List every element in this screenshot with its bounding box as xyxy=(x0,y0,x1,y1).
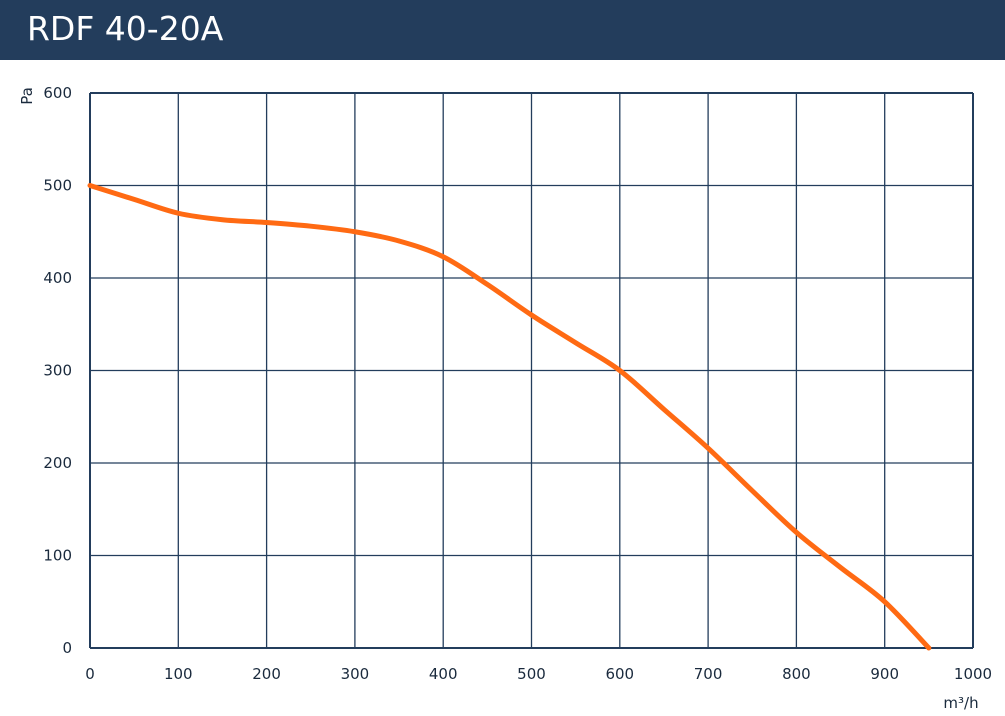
x-tick-label-0: 0 xyxy=(85,665,95,683)
y-tick-label-100: 100 xyxy=(43,547,72,565)
x-tick-label-900: 900 xyxy=(870,665,899,683)
x-axis-label: m³/h xyxy=(943,694,978,712)
x-tick-label-700: 700 xyxy=(694,665,723,683)
x-tick-label-300: 300 xyxy=(341,665,370,683)
x-tick-label-100: 100 xyxy=(164,665,193,683)
x-tick-label-500: 500 xyxy=(517,665,546,683)
chart-title: RDF 40-20A xyxy=(27,9,224,48)
series-group xyxy=(87,183,932,651)
x-tick-label-200: 200 xyxy=(252,665,281,683)
x-axis-ticks: 0 100 200 300 400 500 600 700 800 900 1000 xyxy=(85,665,992,683)
y-tick-label-600: 600 xyxy=(43,84,72,102)
y-axis-label: Pa xyxy=(18,87,36,105)
x-tick-label-1000: 1000 xyxy=(954,665,992,683)
y-tick-label-300: 300 xyxy=(43,362,72,380)
x-tick-label-400: 400 xyxy=(429,665,458,683)
chart-header-bar: RDF 40-20A xyxy=(0,0,1005,60)
y-tick-label-400: 400 xyxy=(43,269,72,287)
x-tick-label-800: 800 xyxy=(782,665,811,683)
x-tick-label-600: 600 xyxy=(605,665,634,683)
y-tick-label-500: 500 xyxy=(43,177,72,195)
y-tick-label-0: 0 xyxy=(62,639,72,657)
series-line-0 xyxy=(87,183,932,651)
y-axis-ticks: 0 100 200 300 400 500 600 xyxy=(43,84,72,657)
y-tick-label-200: 200 xyxy=(43,454,72,472)
